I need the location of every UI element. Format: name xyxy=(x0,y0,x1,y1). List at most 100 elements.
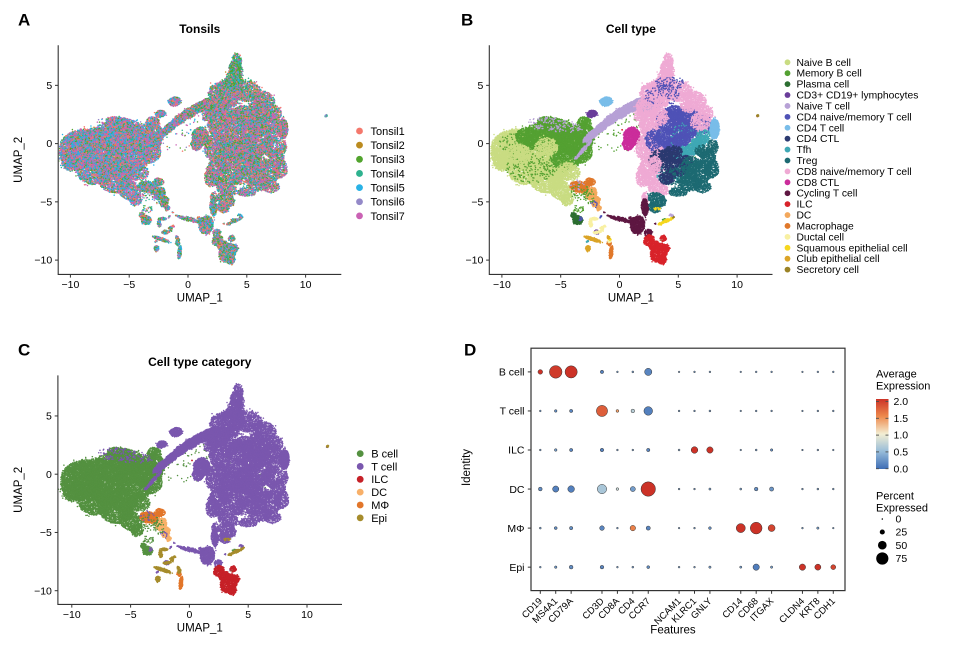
legend-swatch-a-3 xyxy=(356,170,363,177)
dotplot-dot xyxy=(569,409,573,413)
dotplot-dot xyxy=(739,487,743,491)
dotplot-dot xyxy=(750,521,763,535)
dotplot-dot xyxy=(678,527,681,530)
dotplot-dot xyxy=(830,564,836,570)
dotplot-dot xyxy=(631,565,635,569)
dotplot-dot xyxy=(706,446,714,454)
dotplot-dot xyxy=(646,448,651,452)
legend-swatch-c-1 xyxy=(356,463,364,470)
y-tick-label: 0 xyxy=(46,469,52,481)
dotplot-dot xyxy=(799,563,806,571)
dotplot-dot xyxy=(754,448,758,452)
expression-color-legend: Average Expression 2.0 1.5 1.0 0.5 0.0 xyxy=(876,369,930,475)
x-tick-label: −10 xyxy=(63,609,81,621)
legend-label: Club epithelial cell xyxy=(797,254,880,265)
legend-label: CD4 naive/memory T cell xyxy=(797,112,912,123)
dotplot-panel-border xyxy=(530,347,846,592)
row-label: Epi xyxy=(509,562,524,574)
dotplot-dot xyxy=(754,486,759,492)
dotplot-dot xyxy=(816,448,820,452)
dotplot-dot xyxy=(599,565,605,570)
dotplot-dot xyxy=(616,566,619,569)
x-tick-label: 5 xyxy=(675,279,681,291)
legend-label: CD8 CTL xyxy=(797,178,840,189)
dotplot-dot xyxy=(630,408,635,414)
dotplot-dot xyxy=(677,409,681,413)
legend-label: Naive B cell xyxy=(797,58,851,69)
dotplot-dot xyxy=(646,565,650,569)
dotplot-dot xyxy=(739,565,743,569)
dotplot-dot xyxy=(599,448,604,452)
dotplot-dot xyxy=(677,448,681,452)
color-legend-title-line2: Expression xyxy=(876,381,930,393)
dotplot-dot xyxy=(816,526,820,530)
dotplot-dot xyxy=(708,370,712,374)
dotplot-dot xyxy=(539,409,542,413)
legend-label: Cycling T cell xyxy=(797,189,858,200)
legend-label: Tonsil4 xyxy=(371,168,405,180)
x-tick-label: 0 xyxy=(617,279,623,291)
legend-swatch-b-16 xyxy=(784,233,791,240)
x-tick-label: 0 xyxy=(185,279,191,291)
x-tick-label: −10 xyxy=(61,279,79,291)
x-tick-label: 5 xyxy=(244,279,250,291)
dotplot-dot xyxy=(569,526,574,531)
dotplot-dot xyxy=(801,448,804,452)
size-legend-dot xyxy=(876,552,889,565)
legend-label: B cell xyxy=(371,449,398,461)
x-tick-label: −5 xyxy=(125,609,137,621)
size-legend-dot xyxy=(879,529,885,535)
row-label: T cell xyxy=(500,406,525,418)
panel-a-title: Tonsils xyxy=(179,22,220,36)
y-tick-label: −5 xyxy=(40,527,52,539)
dotplot-dot xyxy=(816,370,820,374)
dotplot-dot xyxy=(567,485,575,493)
dotplot-dot xyxy=(832,487,835,491)
dotplot-dot xyxy=(554,448,558,452)
colorbar-labels: 2.0 1.5 1.0 0.5 0.0 xyxy=(894,396,909,475)
legend-label: ILC xyxy=(797,200,814,211)
dotplot-dot xyxy=(631,370,635,374)
colorbar-tick-label: 1.5 xyxy=(894,413,909,425)
legend-label: DC xyxy=(371,487,387,499)
x-tick-label: −5 xyxy=(123,279,135,291)
legend-swatch-c-5 xyxy=(356,514,364,522)
legend-swatch-b-18 xyxy=(784,255,791,262)
legend-label: Macrophage xyxy=(797,221,855,232)
legend-label: Treg xyxy=(797,156,818,167)
row-label: DC xyxy=(509,484,525,496)
legend-swatch-b-10 xyxy=(784,168,791,175)
legend-label: Tonsil5 xyxy=(371,183,405,195)
legend-swatch-b-2 xyxy=(784,81,791,88)
legend-label: Tfh xyxy=(797,145,812,156)
dotplot-dot xyxy=(537,369,543,375)
dotplot-dot xyxy=(640,481,656,497)
dotplot-dot xyxy=(708,409,712,413)
legend-swatch-b-12 xyxy=(784,190,791,197)
colorbar-tick-label: 0.5 xyxy=(894,447,909,459)
y-tick-label: 0 xyxy=(46,138,52,150)
panel-b-letter: B xyxy=(461,11,473,30)
dotplot-dot xyxy=(708,565,712,569)
dotplot-dot xyxy=(596,405,608,417)
panel-c-y-axis-title: UMAP_2 xyxy=(13,467,25,513)
dotplot-dot xyxy=(708,487,712,491)
dotplot-dot xyxy=(832,409,835,413)
dotplot-dot xyxy=(739,448,742,452)
y-tick-label: −5 xyxy=(40,196,52,208)
dotplot-dot xyxy=(552,485,560,493)
dotplot-dot xyxy=(615,487,619,491)
dotplot-dot xyxy=(735,523,746,533)
size-legend-dot xyxy=(881,518,884,520)
panel-c-letter: C xyxy=(18,341,30,360)
legend-label: CD4 T cell xyxy=(797,123,845,134)
dotplot-dot xyxy=(801,487,804,491)
dotplot-dot xyxy=(832,448,835,452)
